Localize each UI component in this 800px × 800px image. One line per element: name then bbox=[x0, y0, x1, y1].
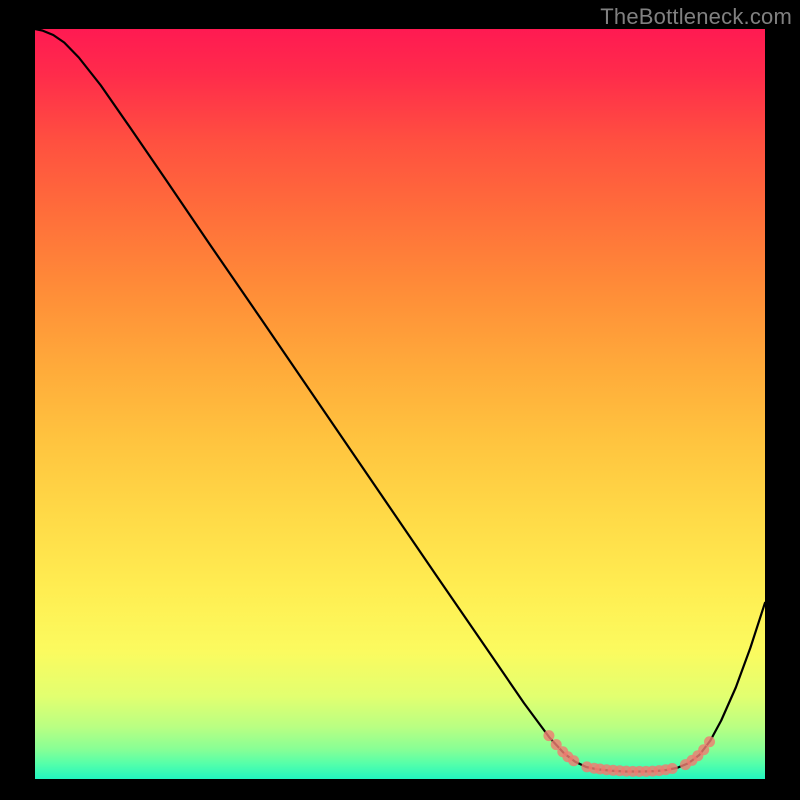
watermark-text: TheBottleneck.com bbox=[600, 4, 792, 30]
plot-background bbox=[35, 29, 765, 779]
marker-dot bbox=[667, 763, 678, 774]
marker-dot bbox=[543, 730, 554, 741]
bottleneck-chart bbox=[0, 0, 800, 800]
marker-dot bbox=[704, 736, 715, 747]
chart-container: TheBottleneck.com bbox=[0, 0, 800, 800]
marker-dot bbox=[568, 755, 579, 766]
